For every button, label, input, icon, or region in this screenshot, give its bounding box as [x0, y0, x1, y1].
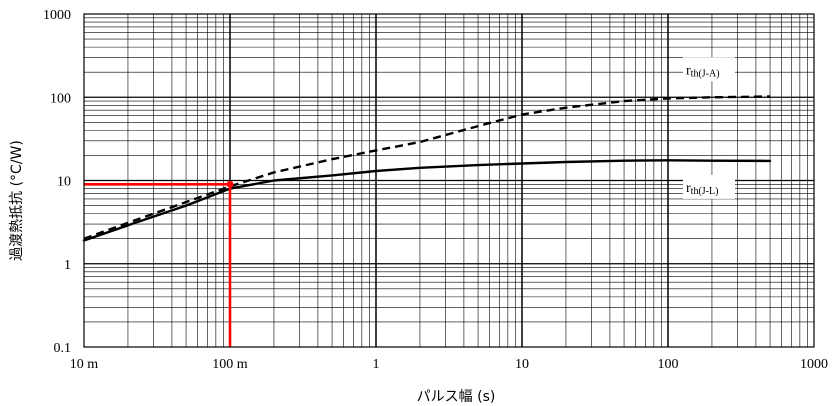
series-line-rth-j-a [83, 95, 771, 240]
annotation-marker [226, 180, 234, 188]
y-tick-label: 0.1 [54, 341, 72, 356]
series-line-rth-j-l [82, 159, 772, 242]
x-axis-title: パルス幅 (s) [417, 389, 496, 405]
y-tick-label: 1 [64, 258, 71, 273]
label-rth-j-l: rth(J-L) [686, 181, 718, 197]
annotations [84, 180, 234, 347]
label-rth-j-a: rth(J-A) [686, 63, 720, 79]
plot-frame [83, 13, 815, 348]
y-tick-label: 10 [57, 175, 71, 190]
x-tick-label: 10 [515, 357, 529, 372]
y-tick-label: 1000 [43, 8, 71, 23]
curve-labels: rth(J-L) rth(J-A) [683, 57, 735, 199]
x-tick-label: 100 m [212, 357, 248, 372]
curve-label-background [683, 174, 735, 199]
y-tick-label: 100 [50, 91, 71, 106]
x-tick-label: 1 [373, 357, 380, 372]
series-lines [82, 95, 772, 242]
x-tick-label: 100 [658, 357, 679, 372]
x-tick-label: 10 m [70, 357, 99, 372]
curve-label-background [683, 57, 735, 82]
x-tick-label: 1000 [800, 357, 828, 372]
y-axis-title: 過渡熱抵抗 (°C/W) [9, 140, 25, 261]
tick-labels: 10 m 100 m 1 10 100 1000 0.1 1 10 100 1000 [43, 8, 828, 372]
